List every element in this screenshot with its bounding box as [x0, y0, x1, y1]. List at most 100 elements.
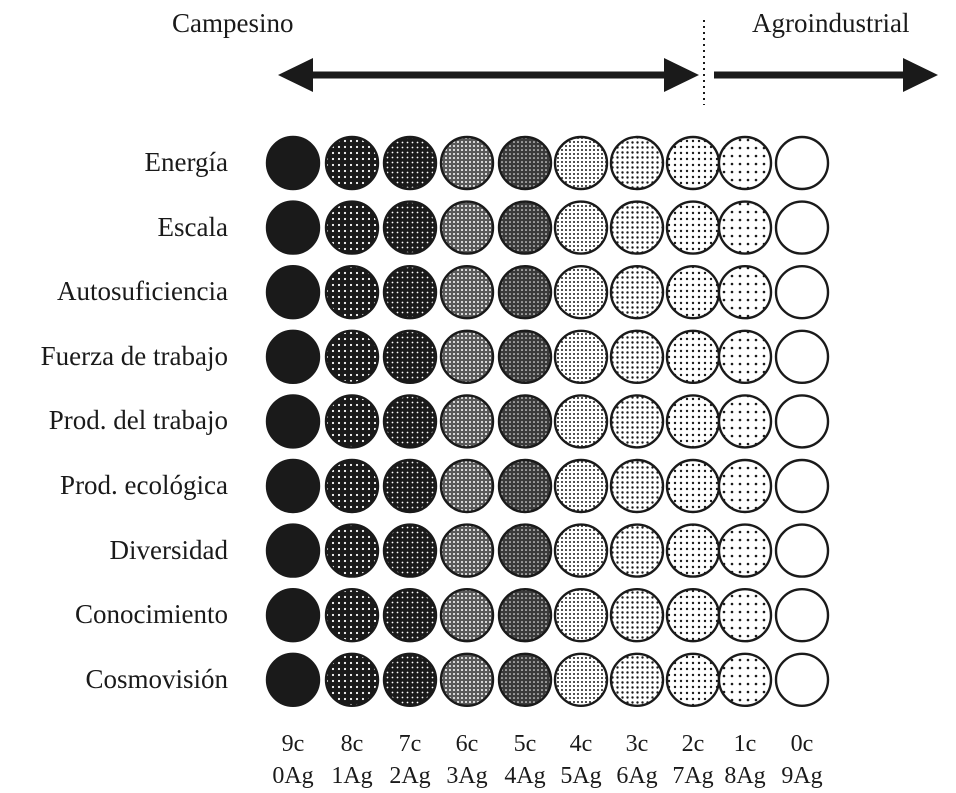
column-label-campesino: 9c	[281, 731, 305, 757]
row-label: Escala	[157, 211, 228, 242]
column-label-agroindustrial: 5Ag	[560, 763, 602, 789]
arrow-right-head	[664, 58, 699, 92]
column-label-campesino: 2c	[681, 731, 705, 757]
matrix-circle	[382, 652, 438, 707]
matrix-circle	[497, 588, 553, 643]
matrix-circle	[497, 523, 553, 578]
matrix-circle	[774, 265, 830, 320]
matrix-circle	[265, 394, 321, 449]
matrix-circle	[665, 588, 721, 643]
matrix-circle	[717, 588, 773, 643]
matrix-circle	[774, 652, 830, 707]
column-label-agroindustrial: 0Ag	[272, 763, 314, 789]
matrix-circle	[553, 200, 609, 255]
matrix-circle	[439, 265, 495, 320]
matrix-circle	[497, 329, 553, 384]
matrix-circle	[265, 265, 321, 320]
column-label-agroindustrial: 1Ag	[331, 763, 373, 789]
matrix-circle	[609, 394, 665, 449]
matrix-circle	[497, 394, 553, 449]
matrix-circle	[609, 200, 665, 255]
row-label: Cosmovisión	[85, 663, 228, 694]
matrix-circle	[497, 652, 553, 707]
matrix-circle	[497, 458, 553, 514]
matrix-circle	[439, 458, 495, 514]
column-label-campesino: 5c	[513, 731, 537, 757]
matrix-circle	[665, 200, 721, 255]
matrix-circle	[774, 458, 830, 514]
matrix-circle	[324, 652, 380, 707]
matrix-circle	[497, 200, 553, 255]
matrix-circle	[609, 135, 665, 191]
matrix-circle	[497, 265, 553, 320]
matrix-circle	[265, 652, 321, 707]
matrix-circle	[382, 394, 438, 449]
matrix-circle	[439, 135, 495, 191]
matrix-circle	[439, 523, 495, 578]
matrix-circle	[265, 523, 321, 578]
row-label: Prod. del trabajo	[48, 405, 228, 436]
matrix-circle	[665, 458, 721, 514]
matrix-circle	[717, 523, 773, 578]
matrix-circle	[553, 394, 609, 449]
column-label-campesino: 4c	[569, 731, 593, 757]
column-label-campesino: 3c	[625, 731, 649, 757]
column-label-agroindustrial: 2Ag	[389, 763, 431, 789]
matrix-circle	[265, 588, 321, 643]
matrix-circle	[382, 329, 438, 384]
column-label-campesino: 6c	[455, 731, 479, 757]
matrix-circle	[324, 458, 380, 514]
matrix-circle	[265, 200, 321, 255]
arrow-agroindustrial-head	[903, 58, 938, 92]
matrix-circle	[774, 135, 830, 191]
matrix-circle	[665, 265, 721, 320]
matrix-circle	[609, 523, 665, 578]
campesino-label: Campesino	[172, 8, 294, 38]
matrix-circle	[324, 523, 380, 578]
spectrum-arrows	[278, 20, 938, 105]
row-label: Prod. ecológica	[60, 470, 228, 500]
matrix-circle	[717, 200, 773, 255]
matrix-circle	[717, 329, 773, 384]
matrix-circle	[717, 394, 773, 449]
matrix-circle	[382, 588, 438, 643]
row-label: Energía	[144, 147, 228, 177]
column-label-agroindustrial: 9Ag	[781, 763, 823, 789]
matrix-circle	[665, 329, 721, 384]
matrix-circle	[382, 135, 438, 191]
matrix-circle	[439, 200, 495, 255]
matrix-circle	[382, 200, 438, 255]
matrix-circle	[717, 265, 773, 320]
column-label-campesino: 8c	[340, 731, 364, 757]
matrix-circle	[324, 394, 380, 449]
matrix-circle	[324, 200, 380, 255]
matrix-circle	[324, 135, 380, 191]
matrix-circle	[553, 652, 609, 707]
matrix-circle	[324, 265, 380, 320]
matrix-circle	[265, 135, 321, 191]
matrix-circle	[439, 588, 495, 643]
matrix-circle	[774, 588, 830, 643]
matrix-circle	[439, 652, 495, 707]
matrix-circle	[553, 329, 609, 384]
matrix-circle	[717, 652, 773, 707]
matrix-circle	[609, 588, 665, 643]
matrix-circle	[717, 458, 773, 514]
matrix-circle	[665, 652, 721, 707]
matrix-circle	[665, 523, 721, 578]
matrix-circle	[609, 329, 665, 384]
matrix-circle	[265, 458, 321, 514]
row-label: Diversidad	[109, 534, 228, 565]
column-label-agroindustrial: 3Ag	[446, 763, 488, 789]
matrix-circle	[553, 265, 609, 320]
matrix-circle	[609, 458, 665, 514]
row-label: Autosuficiencia	[57, 276, 228, 307]
matrix-circle	[265, 329, 321, 384]
column-label-campesino: 1c	[733, 731, 757, 757]
matrix-circle	[553, 135, 609, 191]
matrix-circle	[774, 523, 830, 578]
row-label: Fuerza de trabajo	[40, 340, 228, 371]
matrix-circle	[497, 135, 553, 191]
matrix-circle	[382, 458, 438, 514]
